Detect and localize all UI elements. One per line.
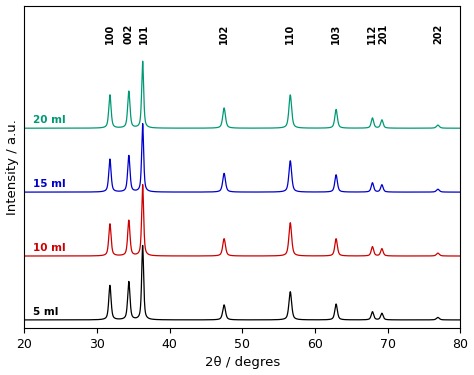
Text: 101: 101: [139, 24, 149, 44]
X-axis label: 2θ / degres: 2θ / degres: [205, 357, 280, 369]
Text: 110: 110: [285, 24, 295, 44]
Text: 15 ml: 15 ml: [33, 179, 65, 189]
Text: 201: 201: [378, 24, 388, 44]
Text: 10 ml: 10 ml: [33, 243, 65, 253]
Text: 202: 202: [433, 24, 443, 44]
Text: 103: 103: [331, 24, 341, 44]
Text: 102: 102: [219, 24, 229, 44]
Text: 20 ml: 20 ml: [33, 115, 65, 125]
Text: 100: 100: [105, 24, 115, 44]
Text: 002: 002: [124, 24, 134, 44]
Y-axis label: Intensity / a.u.: Intensity / a.u.: [6, 119, 18, 215]
Text: 5 ml: 5 ml: [33, 307, 58, 317]
Text: 112: 112: [367, 24, 377, 44]
